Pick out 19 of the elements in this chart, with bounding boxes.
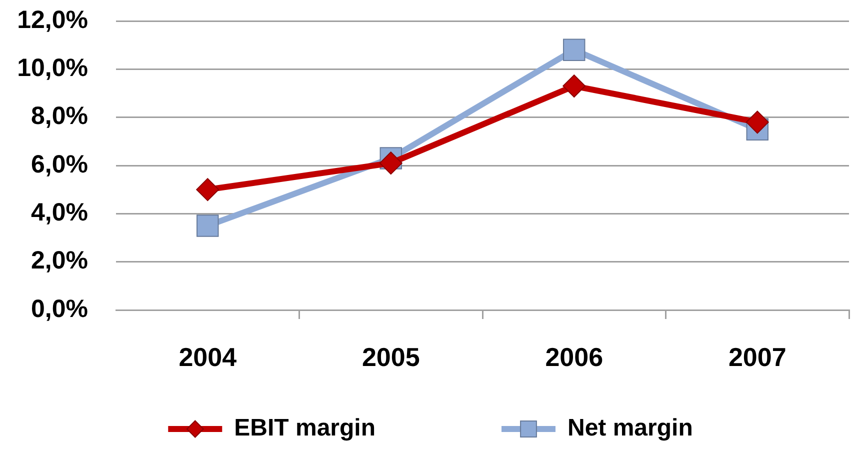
point xyxy=(379,152,402,175)
y-tick-label: 2,0% xyxy=(31,246,88,275)
x-tick-label: 2005 xyxy=(362,342,420,372)
y-tick-label: 4,0% xyxy=(31,198,88,227)
legend-label: Net margin xyxy=(568,414,693,442)
y-tick-label: 12,0% xyxy=(17,6,88,34)
x-tick-label: 2007 xyxy=(728,342,786,372)
y-tick-label: 0,0% xyxy=(31,294,88,323)
legend-label: EBIT margin xyxy=(234,414,376,442)
point xyxy=(746,110,769,134)
y-tick-label: 10,0% xyxy=(17,54,88,82)
point xyxy=(563,38,586,62)
x-tick-label: 2004 xyxy=(178,342,238,372)
x-tick-label: 2006 xyxy=(545,342,604,372)
point xyxy=(196,178,220,202)
point xyxy=(196,214,219,237)
y-tick-label: 6,0% xyxy=(31,150,88,178)
y-tick-label: 8,0% xyxy=(31,102,88,130)
point xyxy=(562,74,586,98)
